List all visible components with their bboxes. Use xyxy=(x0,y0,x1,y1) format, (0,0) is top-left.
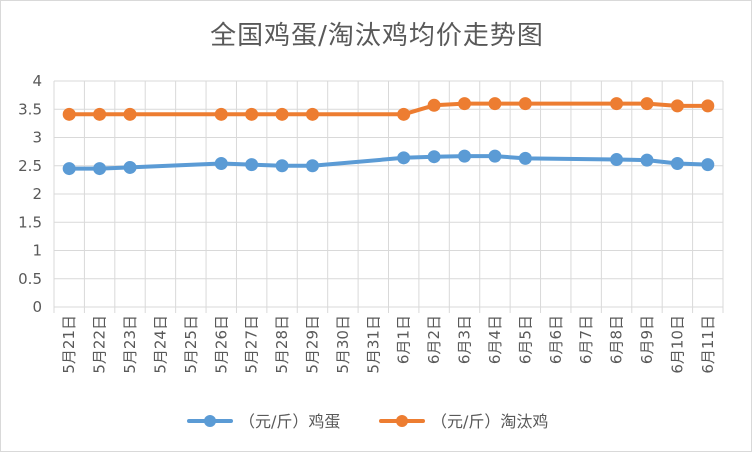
data-point-1 xyxy=(701,99,715,113)
data-point-0 xyxy=(305,159,319,173)
y-tick-label: 4 xyxy=(32,72,42,90)
x-tick-label: 6月3日 xyxy=(456,315,474,364)
x-tick-label: 6月7日 xyxy=(577,315,595,364)
y-tick-label: 3 xyxy=(32,129,42,147)
series-line-0 xyxy=(67,154,710,171)
x-tick-label: 6月5日 xyxy=(516,315,534,364)
series-line-1 xyxy=(67,101,710,117)
y-tick-label: 2.5 xyxy=(18,157,42,175)
data-point-1 xyxy=(93,107,107,121)
legend-label: （元/斤）鸡蛋 xyxy=(239,412,340,431)
data-point-1 xyxy=(640,97,654,111)
legend-swatch-marker xyxy=(204,415,216,427)
x-tick-label: 5月25日 xyxy=(182,315,200,374)
data-point-0 xyxy=(93,162,107,176)
legend-swatch-marker xyxy=(396,415,408,427)
x-tick-label: 6月4日 xyxy=(486,315,504,364)
x-tick-label: 5月29日 xyxy=(303,315,321,374)
data-point-1 xyxy=(427,98,441,112)
data-point-0 xyxy=(123,160,137,174)
x-tick-label: 6月6日 xyxy=(547,315,565,364)
data-point-1 xyxy=(305,107,319,121)
data-point-0 xyxy=(701,158,715,172)
legend-label: （元/斤）淘汰鸡 xyxy=(431,412,548,431)
data-point-0 xyxy=(427,150,441,164)
data-point-1 xyxy=(275,107,289,121)
data-point-0 xyxy=(488,149,502,163)
data-point-1 xyxy=(245,107,259,121)
data-point-0 xyxy=(670,156,684,170)
data-point-0 xyxy=(214,156,228,170)
y-tick-label: 0.5 xyxy=(18,270,42,288)
x-tick-label: 5月23日 xyxy=(121,315,139,374)
data-point-1 xyxy=(123,107,137,121)
x-tick-label: 5月27日 xyxy=(243,315,261,374)
x-tick-label: 5月30日 xyxy=(334,315,352,374)
data-point-1 xyxy=(610,97,624,111)
y-tick-label: 2 xyxy=(32,185,42,203)
y-tick-label: 1.5 xyxy=(18,213,42,231)
x-tick-label: 6月11日 xyxy=(699,315,717,374)
data-point-1 xyxy=(670,99,684,113)
data-point-1 xyxy=(518,97,532,111)
data-point-0 xyxy=(245,158,259,172)
x-tick-label: 5月31日 xyxy=(364,315,382,374)
x-tick-label: 5月26日 xyxy=(212,315,230,374)
data-point-0 xyxy=(640,153,654,167)
data-point-1 xyxy=(488,97,502,111)
data-point-1 xyxy=(62,107,76,121)
data-point-1 xyxy=(214,107,228,121)
y-tick-label: 3.5 xyxy=(18,100,42,118)
x-tick-label: 5月28日 xyxy=(273,315,291,374)
x-tick-label: 6月8日 xyxy=(608,315,626,364)
x-tick-label: 6月1日 xyxy=(395,315,413,364)
data-point-0 xyxy=(458,149,472,163)
x-tick-label: 6月9日 xyxy=(638,315,656,364)
chart-title: 全国鸡蛋/淘汰鸡均价走势图 xyxy=(210,21,544,51)
y-tick-label: 1 xyxy=(32,242,42,260)
x-tick-label: 6月2日 xyxy=(425,315,443,364)
x-tick-label: 5月24日 xyxy=(151,315,169,374)
data-point-0 xyxy=(275,159,289,173)
data-point-0 xyxy=(397,151,411,165)
x-tick-label: 6月10日 xyxy=(668,315,686,374)
x-tick-label: 5月22日 xyxy=(91,315,109,374)
x-tick-label: 5月21日 xyxy=(60,315,78,374)
data-point-0 xyxy=(518,151,532,165)
data-point-1 xyxy=(397,107,411,121)
data-point-0 xyxy=(610,153,624,167)
data-point-1 xyxy=(458,97,472,111)
data-point-0 xyxy=(62,162,76,176)
y-tick-label: 0 xyxy=(32,298,42,316)
